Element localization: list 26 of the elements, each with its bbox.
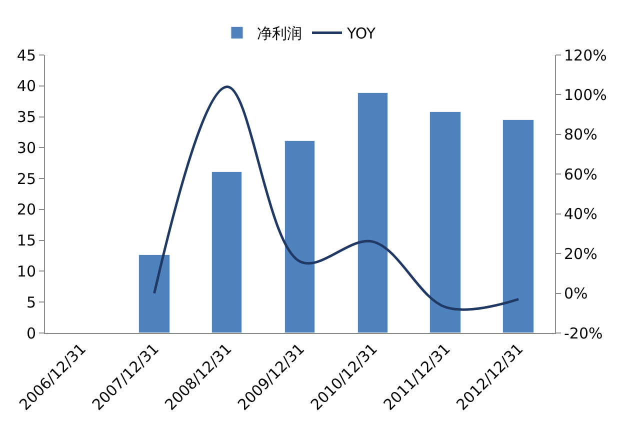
y-tick-label: 15 xyxy=(16,232,36,250)
bar xyxy=(430,112,461,333)
y2-tick-label: 100% xyxy=(564,86,607,104)
bar xyxy=(284,140,315,333)
y2-tick-label: 20% xyxy=(564,244,598,263)
y2-tick-label: 60% xyxy=(564,165,598,184)
y-tick-label: 30 xyxy=(16,138,36,157)
y2-tick-label: 40% xyxy=(564,205,598,224)
y-tick-label: 20 xyxy=(16,200,36,219)
y-tick-label: 0 xyxy=(26,324,36,342)
y-tick-label: 10 xyxy=(16,262,36,280)
legend-label: YOY xyxy=(346,24,376,43)
y2-tick-label: -20% xyxy=(564,324,603,342)
bar xyxy=(358,92,388,333)
bar xyxy=(138,254,170,333)
bar xyxy=(502,120,534,333)
y-tick-label: 35 xyxy=(16,108,36,126)
legend-label: 净利润 xyxy=(257,24,302,43)
y-tick-label: 40 xyxy=(16,77,36,96)
y-tick-label: 25 xyxy=(16,170,36,188)
y2-tick-label: 120% xyxy=(564,46,607,64)
y2-tick-label: 0% xyxy=(564,284,588,303)
bar xyxy=(212,172,242,333)
y-tick-label: 45 xyxy=(16,46,36,64)
y2-tick-label: 80% xyxy=(564,126,598,144)
y-tick-label: 5 xyxy=(26,293,36,312)
